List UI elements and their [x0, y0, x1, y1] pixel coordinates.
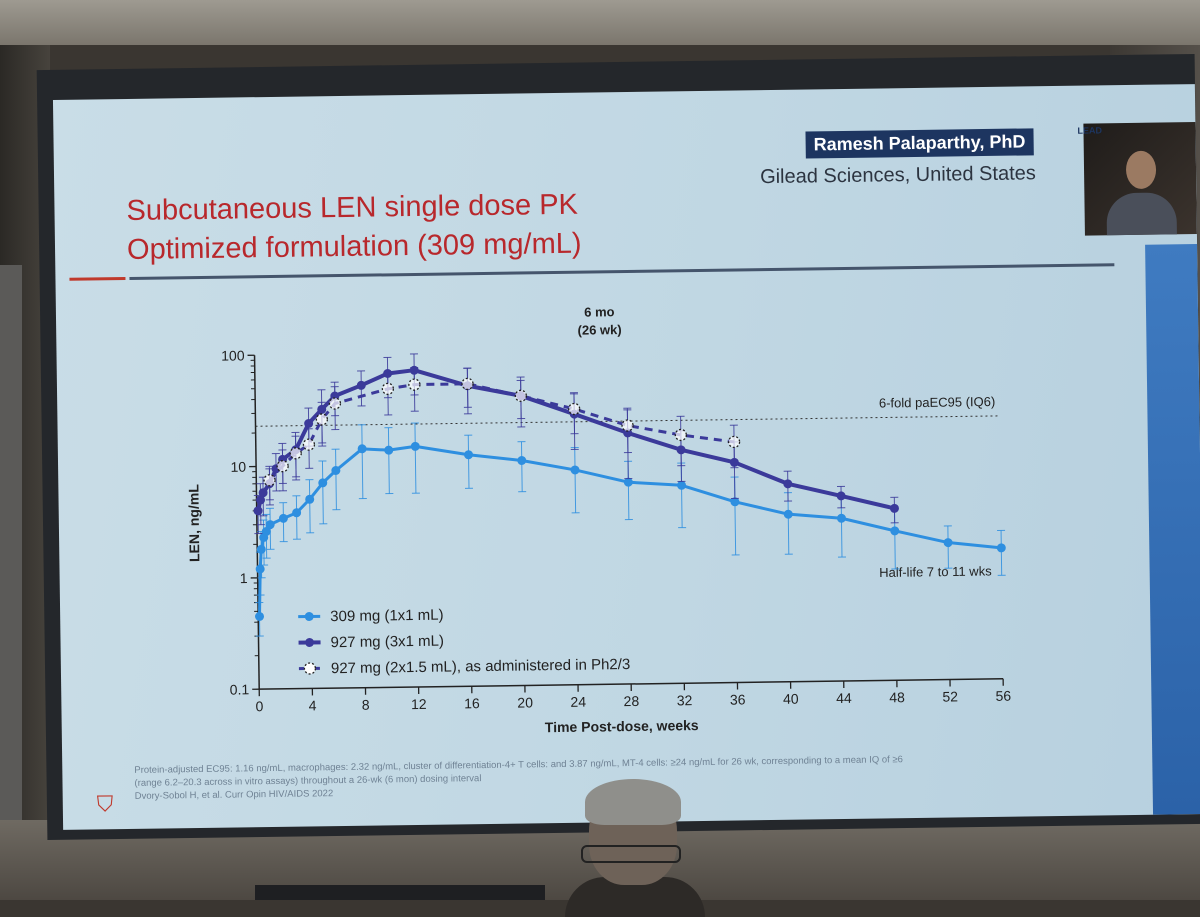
error-bar	[521, 442, 522, 492]
x-tick-label: 28	[624, 693, 640, 709]
legend-label: 309 mg (1x1 mL)	[330, 607, 444, 626]
room-ceiling	[0, 0, 1200, 45]
error-bar	[362, 425, 363, 499]
data-point	[784, 510, 793, 519]
data-point	[890, 504, 899, 513]
x-tick-label: 4	[309, 697, 317, 713]
y-axis-label: LEN, ng/mL	[185, 484, 202, 562]
reference-label-ec95: 6-fold paEC95 (IQ6)	[879, 394, 996, 411]
data-point	[255, 612, 264, 621]
x-tick-label: 16	[464, 695, 480, 711]
error-bar	[296, 496, 297, 539]
x-tick-label: 0	[255, 698, 263, 714]
data-point	[277, 461, 288, 472]
data-point	[570, 465, 579, 474]
legend-marker	[304, 663, 315, 674]
x-tick-label: 56	[995, 688, 1011, 704]
data-point	[384, 446, 393, 455]
error-bar	[309, 480, 310, 533]
gilead-logo-icon: ⛉	[97, 791, 114, 817]
reference-label-26wk: (26 wk)	[578, 322, 622, 338]
data-point	[462, 378, 473, 389]
legend-label: 927 mg (2x1.5 mL), as administered in Ph…	[331, 656, 631, 677]
series-line	[257, 438, 1002, 616]
data-point	[329, 398, 340, 409]
error-bar	[468, 435, 469, 488]
x-tick-label: 36	[730, 691, 746, 707]
error-bar	[415, 423, 416, 493]
data-point	[569, 403, 580, 414]
error-bar	[388, 428, 389, 494]
legend-label: 927 mg (3x1 mL)	[330, 633, 444, 652]
y-tick-label: 10	[230, 459, 246, 475]
legend-marker	[305, 638, 314, 647]
error-bar	[788, 493, 789, 555]
data-point	[290, 448, 301, 459]
data-point	[316, 414, 327, 425]
room-left-panel	[0, 265, 22, 900]
data-point	[837, 491, 846, 500]
data-point	[464, 450, 473, 459]
legend-marker	[305, 612, 314, 621]
error-bar	[322, 461, 323, 524]
data-point	[264, 475, 275, 486]
slide: Ramesh Palaparthy, PhD Gilead Sciences, …	[53, 84, 1200, 830]
data-point	[675, 429, 686, 440]
error-bar	[336, 449, 337, 510]
x-tick-label: 24	[570, 694, 586, 710]
data-point	[729, 436, 740, 447]
audience-member-hair	[585, 779, 681, 825]
x-tick-label: 32	[677, 692, 693, 708]
audience-member	[575, 785, 695, 900]
x-axis-label: Time Post-dose, weeks	[545, 717, 699, 735]
data-point	[382, 383, 393, 394]
data-point	[279, 514, 288, 523]
data-point	[944, 538, 953, 547]
data-point	[303, 439, 314, 450]
data-point	[411, 442, 420, 451]
audience-member-glasses	[581, 845, 681, 863]
data-point	[409, 379, 420, 390]
data-point	[837, 514, 846, 523]
x-tick-label: 52	[942, 688, 958, 704]
data-point	[677, 481, 686, 490]
x-tick-label: 40	[783, 691, 799, 707]
y-tick-label: 0.1	[230, 681, 250, 697]
error-bar	[1001, 530, 1002, 575]
half-life-annotation: Half-life 7 to 11 wks	[879, 563, 992, 580]
error-bar	[575, 448, 576, 513]
x-tick-label: 20	[517, 694, 533, 710]
data-point	[890, 526, 899, 535]
monitor-edge	[255, 885, 545, 900]
x-tick-label: 12	[411, 696, 427, 712]
x-tick-label: 48	[889, 689, 905, 705]
x-tick-label: 44	[836, 690, 852, 706]
data-point	[515, 390, 526, 401]
y-tick-label: 100	[221, 347, 245, 363]
reference-label-6mo: 6 mo	[584, 304, 615, 319]
data-point	[997, 543, 1006, 552]
x-tick-label: 8	[362, 697, 370, 713]
data-point	[622, 420, 633, 431]
data-point	[517, 456, 526, 465]
y-tick-label: 1	[240, 570, 248, 586]
